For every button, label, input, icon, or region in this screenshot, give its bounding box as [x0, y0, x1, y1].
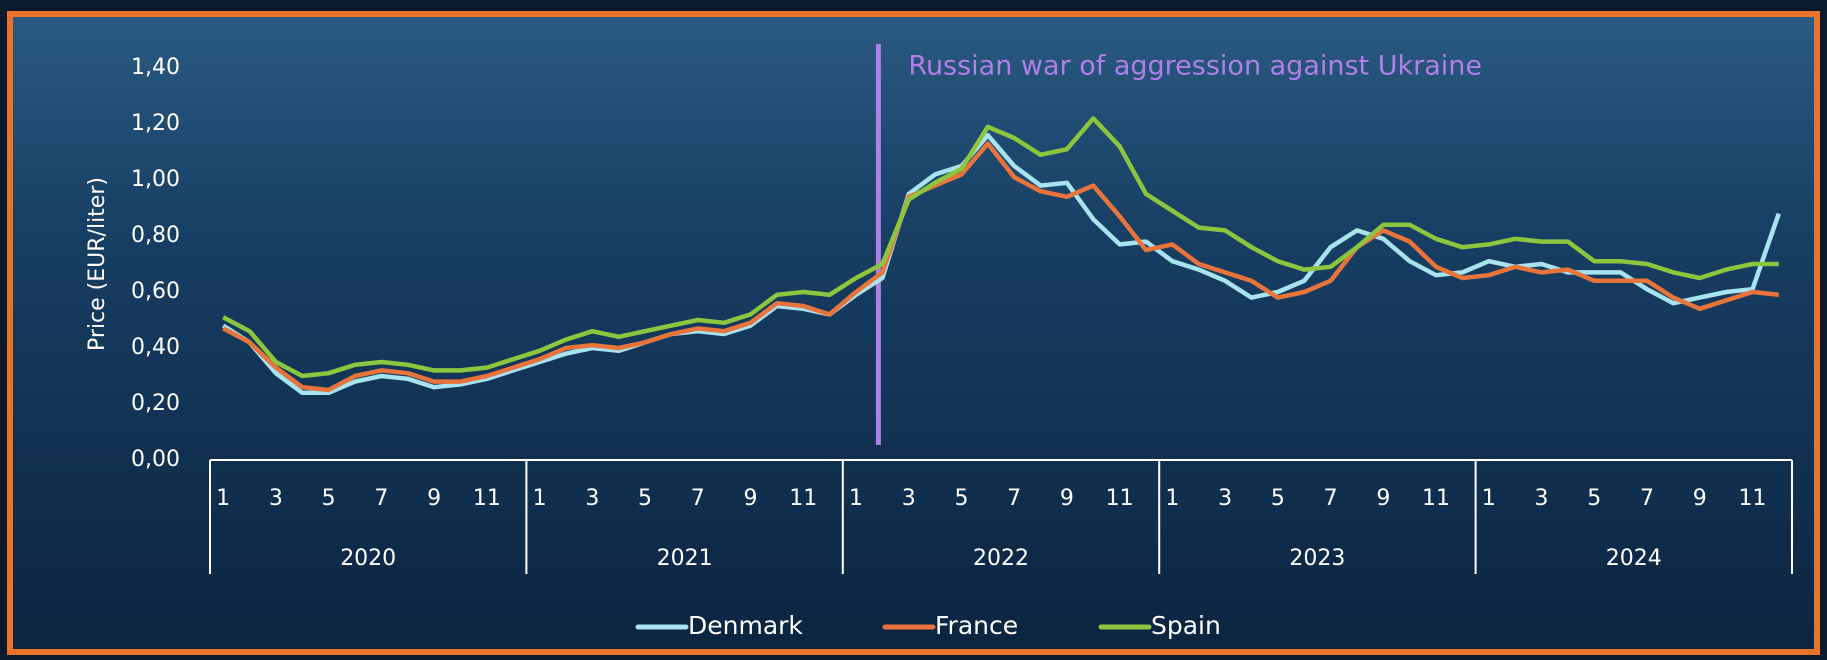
- y-axis-title: Price (EUR/liter): [85, 177, 110, 351]
- x-group-label: 2021: [657, 546, 713, 571]
- x-tick-label: 5: [638, 486, 652, 511]
- frame: [7, 11, 1820, 655]
- annotation-text: Russian war of aggression against Ukrain…: [908, 51, 1482, 82]
- x-group-label: 2022: [973, 546, 1029, 571]
- x-tick-label: 11: [1738, 486, 1766, 511]
- y-tick-label: 0,20: [131, 391, 180, 416]
- x-tick-label: 5: [954, 486, 968, 511]
- y-tick-label: 1,00: [131, 167, 180, 192]
- x-group-label: 2020: [340, 546, 396, 571]
- x-tick-label: 1: [849, 486, 863, 511]
- y-tick-label: 0,60: [131, 279, 180, 304]
- x-tick-label: 9: [1693, 486, 1707, 511]
- legend-label: France: [935, 611, 1018, 640]
- x-tick-label: 3: [585, 486, 599, 511]
- x-tick-label: 9: [427, 486, 441, 511]
- series-line: [222, 141, 1780, 393]
- x-tick-label: 1: [1482, 486, 1496, 511]
- x-tick-label: 11: [1106, 486, 1134, 511]
- x-tick-label: 1: [1165, 486, 1179, 511]
- x-tick-label: 3: [269, 486, 283, 511]
- x-group-label: 2023: [1289, 546, 1345, 571]
- x-group-label: 2024: [1606, 546, 1662, 571]
- series-line: [222, 116, 1779, 379]
- y-tick-label: 0,80: [131, 223, 180, 248]
- x-tick-label: 3: [1535, 486, 1549, 511]
- x-tick-label: 3: [1218, 486, 1232, 511]
- legend-label: Spain: [1151, 611, 1221, 640]
- x-tick-label: 5: [1271, 486, 1285, 511]
- x-tick-label: 11: [473, 486, 501, 511]
- x-tick-label: 7: [1640, 486, 1654, 511]
- x-tick-label: 9: [744, 486, 758, 511]
- x-tick-label: 7: [691, 486, 705, 511]
- x-tick-label: 5: [1587, 486, 1601, 511]
- x-tick-label: 9: [1376, 486, 1390, 511]
- x-tick-label: 1: [533, 486, 547, 511]
- x-tick-label: 7: [1324, 486, 1338, 511]
- x-tick-label: 9: [1060, 486, 1074, 511]
- x-tick-label: 7: [374, 486, 388, 511]
- x-tick-label: 1: [216, 486, 230, 511]
- x-tick-label: 7: [1007, 486, 1021, 511]
- x-tick-label: 3: [902, 486, 916, 511]
- y-tick-label: 1,20: [131, 111, 180, 136]
- x-tick-label: 11: [1422, 486, 1450, 511]
- y-tick-label: 0,40: [131, 335, 180, 360]
- y-tick-label: 1,40: [131, 55, 180, 80]
- legend-label: Denmark: [688, 611, 803, 640]
- y-tick-label: 0,00: [131, 447, 180, 472]
- x-tick-label: 5: [322, 486, 336, 511]
- x-tick-label: 11: [789, 486, 817, 511]
